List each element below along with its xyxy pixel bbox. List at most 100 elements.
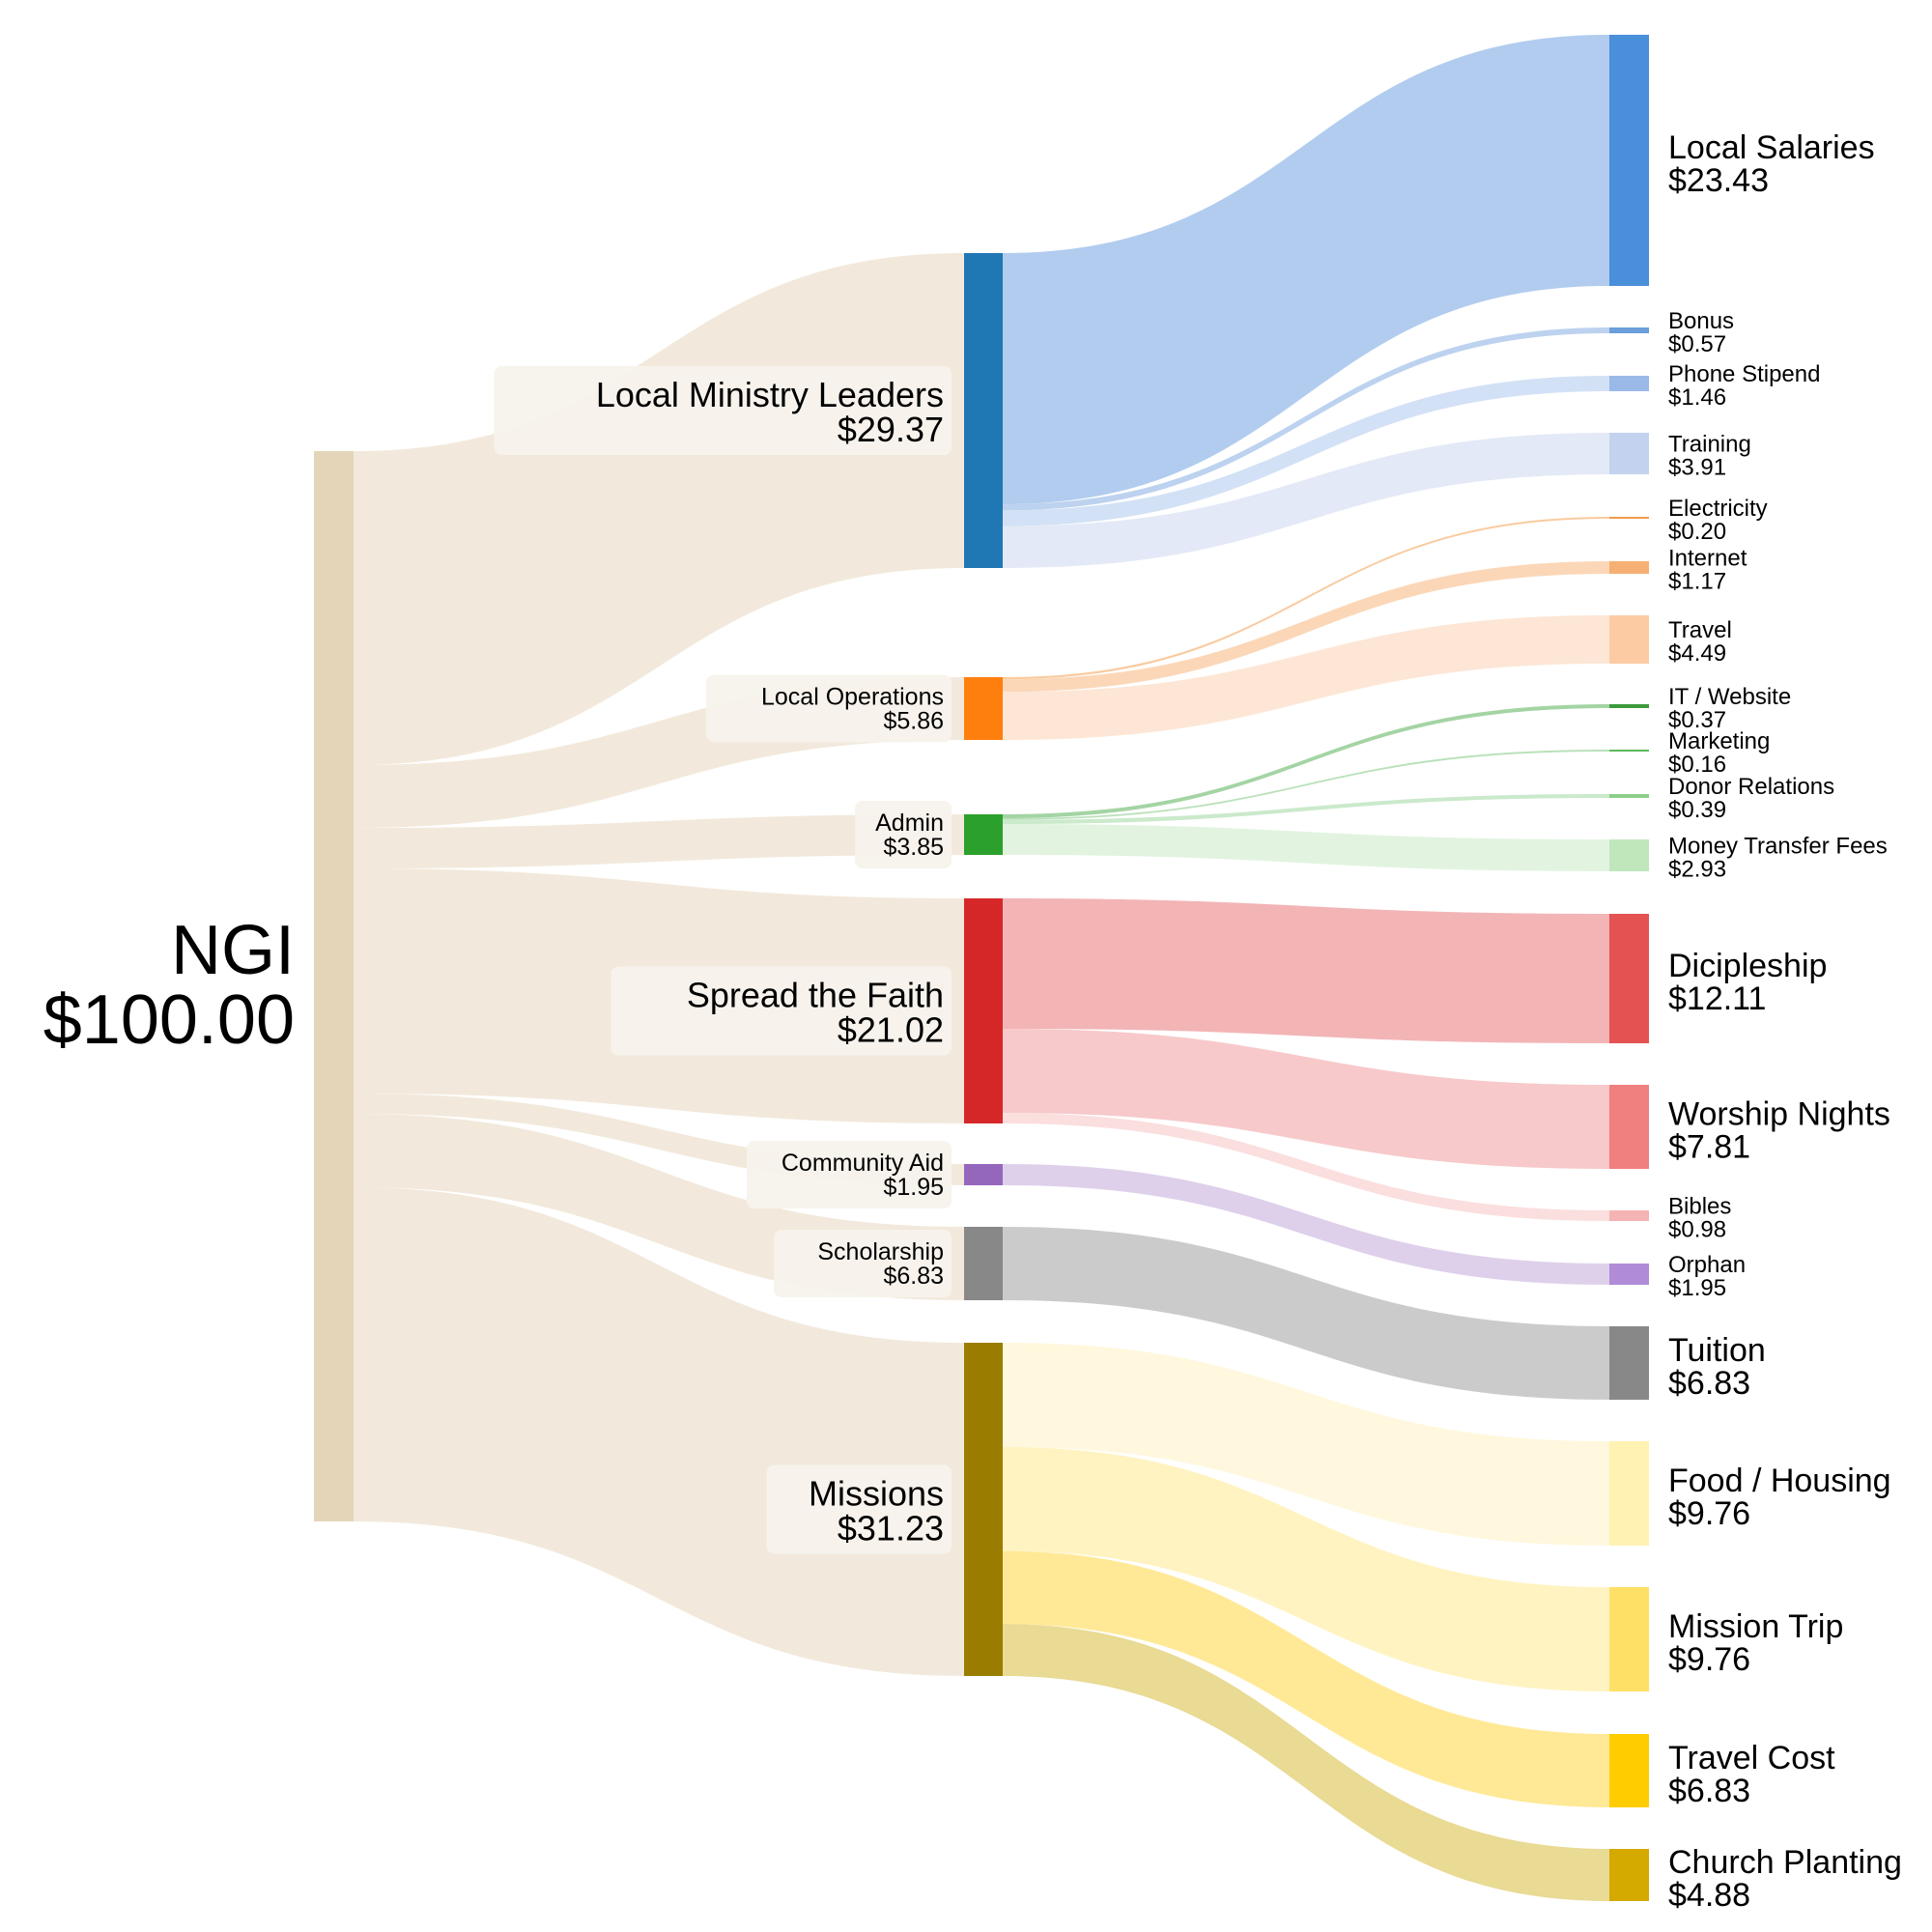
leaf-label-name-travel: Travel <box>1668 617 1732 643</box>
leaf-label-value-travel-cost: $6.83 <box>1668 1773 1750 1809</box>
leaf-label-name-mission-trip: Mission Trip <box>1668 1608 1843 1645</box>
leaf-label-name-church-planting: Church Planting <box>1668 1844 1902 1881</box>
node-food-housing <box>1609 1441 1649 1546</box>
category-label-bg-local-ministry-leaders <box>494 366 952 455</box>
category-label-value-admin: $3.85 <box>883 834 944 861</box>
node-local-operations <box>964 677 1003 740</box>
labels: NGI$100.00 Local Ministry Leaders$29.37 Lo… <box>43 129 1902 1914</box>
category-label-value-missions: $31.23 <box>838 1509 944 1548</box>
leaf-label-value-local-salaries: $23.43 <box>1668 162 1769 199</box>
leaf-label-name-it-website: IT / Website <box>1668 684 1791 710</box>
category-label-value-community-aid: $1.95 <box>883 1174 944 1201</box>
link-missions-to-food-housing <box>1003 1343 1609 1546</box>
node-bibles <box>1609 1210 1649 1221</box>
links-category-to-item <box>1003 35 1609 1901</box>
node-orphan <box>1609 1264 1649 1285</box>
leaf-label-value-donor-relations: $0.39 <box>1668 797 1726 823</box>
category-label-value-local-operations: $5.86 <box>883 708 944 735</box>
node-church-planting <box>1609 1849 1649 1901</box>
node-training <box>1609 433 1649 474</box>
leaf-label-name-orphan: Orphan <box>1668 1252 1746 1278</box>
leaf-label-name-internet: Internet <box>1668 546 1747 572</box>
category-label-name-community-aid: Community Aid <box>781 1150 944 1177</box>
leaf-label-value-bonus: $0.57 <box>1668 331 1726 357</box>
link-scholarship-to-tuition <box>1003 1227 1609 1400</box>
link-local-ministry-leaders-to-training <box>1003 433 1609 568</box>
node-worship-nights <box>1609 1085 1649 1169</box>
category-label-bg-community-aid <box>747 1141 952 1208</box>
leaf-label-value-orphan: $1.95 <box>1668 1275 1726 1301</box>
link-spread-the-faith-to-dicipleship <box>1003 898 1609 1043</box>
links-source-to-category <box>354 253 964 1676</box>
node-money-transfer-fees <box>1609 839 1649 871</box>
node-travel <box>1609 615 1649 664</box>
category-label-name-admin: Admin <box>875 810 944 837</box>
node-travel-cost <box>1609 1734 1649 1807</box>
leaf-label-name-bibles: Bibles <box>1668 1194 1731 1220</box>
link-missions-to-mission-trip <box>1003 1446 1609 1691</box>
category-label-bg-scholarship <box>774 1230 952 1297</box>
link-admin-to-money-transfer-fees <box>1003 824 1609 871</box>
node-donor-relations <box>1609 794 1649 798</box>
link-missions-to-church-planting <box>1003 1624 1609 1901</box>
leaf-label-value-tuition: $6.83 <box>1668 1365 1750 1402</box>
category-label-value-local-ministry-leaders: $29.37 <box>838 410 944 449</box>
leaf-label-value-church-planting: $4.88 <box>1668 1877 1750 1914</box>
link-admin-to-donor-relations <box>1003 794 1609 825</box>
link-admin-to-it-website <box>1003 704 1609 819</box>
category-label-name-missions: Missions <box>809 1474 944 1514</box>
node-mission-trip <box>1609 1587 1649 1691</box>
leaf-label-value-money-transfer-fees: $2.93 <box>1668 857 1726 883</box>
node-ngi <box>314 451 354 1521</box>
leaf-label-name-tuition: Tuition <box>1668 1332 1766 1369</box>
link-local-operations-to-electricity <box>1003 517 1609 680</box>
link-community-aid-to-orphan <box>1003 1164 1609 1285</box>
link-ngi-to-admin <box>354 814 964 868</box>
link-local-ministry-leaders-to-phone-stipend <box>1003 376 1609 526</box>
leaf-label-name-phone-stipend: Phone Stipend <box>1668 361 1820 387</box>
node-phone-stipend <box>1609 376 1649 391</box>
link-local-ministry-leaders-to-local-salaries <box>1003 35 1609 505</box>
link-admin-to-marketing <box>1003 750 1609 820</box>
leaf-label-value-electricity: $0.20 <box>1668 519 1726 545</box>
leaf-label-name-local-salaries: Local Salaries <box>1668 129 1875 166</box>
leaf-label-name-food-housing: Food / Housing <box>1668 1463 1891 1499</box>
node-it-website <box>1609 704 1649 708</box>
leaf-label-name-bonus: Bonus <box>1668 308 1734 334</box>
leaf-label-value-dicipleship: $12.11 <box>1668 980 1766 1017</box>
source-label-name: NGI <box>171 912 295 989</box>
category-label-bg-missions <box>766 1464 952 1554</box>
nodes <box>314 35 1649 1901</box>
node-dicipleship <box>1609 914 1649 1043</box>
category-label-value-spread-the-faith: $21.02 <box>838 1010 944 1050</box>
category-label-name-local-ministry-leaders: Local Ministry Leaders <box>596 375 944 414</box>
node-local-salaries <box>1609 35 1649 286</box>
node-missions <box>964 1343 1003 1676</box>
leaf-label-name-marketing: Marketing <box>1668 728 1770 754</box>
link-local-operations-to-internet <box>1003 561 1609 693</box>
node-local-ministry-leaders <box>964 253 1003 568</box>
category-label-name-scholarship: Scholarship <box>817 1238 944 1265</box>
leaf-label-value-marketing: $0.16 <box>1668 752 1726 778</box>
link-local-ministry-leaders-to-bonus <box>1003 327 1609 511</box>
node-spread-the-faith <box>964 898 1003 1123</box>
category-label-value-scholarship: $6.83 <box>883 1263 944 1290</box>
link-local-operations-to-travel <box>1003 615 1609 740</box>
leaf-label-name-worship-nights: Worship Nights <box>1668 1096 1890 1133</box>
source-label-value: $100.00 <box>43 981 295 1059</box>
node-admin <box>964 814 1003 855</box>
leaf-label-name-dicipleship: Dicipleship <box>1668 948 1827 984</box>
leaf-label-value-worship-nights: $7.81 <box>1668 1129 1750 1166</box>
link-spread-the-faith-to-bibles <box>1003 1113 1609 1221</box>
category-label-bg-spread-the-faith <box>611 966 952 1056</box>
category-label-name-spread-the-faith: Spread the Faith <box>687 976 944 1015</box>
leaf-label-value-food-housing: $9.76 <box>1668 1495 1750 1532</box>
leaf-label-value-internet: $1.17 <box>1668 569 1726 595</box>
leaf-label-value-it-website: $0.37 <box>1668 707 1726 733</box>
category-label-bg-admin <box>855 801 952 868</box>
node-marketing <box>1609 750 1649 752</box>
node-internet <box>1609 561 1649 574</box>
node-community-aid <box>964 1164 1003 1185</box>
leaf-label-value-bibles: $0.98 <box>1668 1217 1726 1243</box>
